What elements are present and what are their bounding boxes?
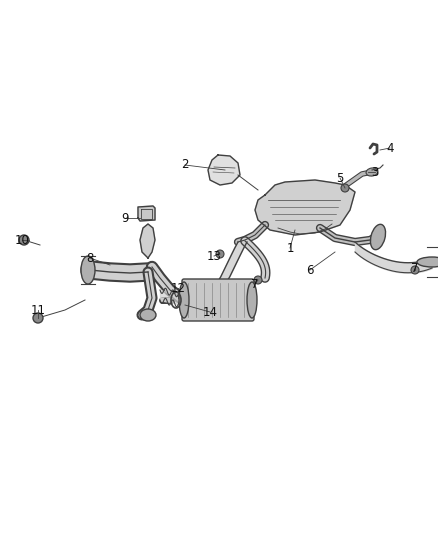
Polygon shape bbox=[140, 224, 155, 258]
Ellipse shape bbox=[81, 256, 95, 284]
Ellipse shape bbox=[341, 184, 349, 192]
Text: 7: 7 bbox=[251, 278, 259, 290]
Ellipse shape bbox=[254, 276, 262, 284]
Text: 6: 6 bbox=[306, 263, 314, 277]
Text: 5: 5 bbox=[336, 172, 344, 184]
Text: 13: 13 bbox=[207, 249, 222, 262]
Ellipse shape bbox=[33, 313, 43, 323]
Text: 9: 9 bbox=[121, 212, 129, 224]
Text: 1: 1 bbox=[286, 241, 294, 254]
Ellipse shape bbox=[417, 257, 438, 267]
Text: 3: 3 bbox=[371, 166, 379, 179]
Ellipse shape bbox=[179, 282, 189, 318]
Text: 4: 4 bbox=[386, 141, 394, 155]
Ellipse shape bbox=[19, 235, 29, 245]
Text: 11: 11 bbox=[31, 303, 46, 317]
Polygon shape bbox=[138, 206, 155, 221]
Polygon shape bbox=[208, 155, 240, 185]
Text: 2: 2 bbox=[181, 158, 189, 172]
Polygon shape bbox=[255, 180, 355, 235]
Ellipse shape bbox=[366, 168, 378, 176]
Ellipse shape bbox=[411, 266, 419, 274]
Ellipse shape bbox=[247, 282, 257, 318]
FancyBboxPatch shape bbox=[182, 279, 254, 321]
Text: 8: 8 bbox=[86, 252, 94, 264]
Text: 10: 10 bbox=[14, 233, 29, 246]
Ellipse shape bbox=[371, 224, 385, 249]
Ellipse shape bbox=[216, 250, 224, 258]
Ellipse shape bbox=[140, 309, 156, 321]
Text: 14: 14 bbox=[202, 305, 218, 319]
Text: 12: 12 bbox=[170, 281, 186, 295]
Text: 7: 7 bbox=[411, 262, 419, 274]
Polygon shape bbox=[215, 242, 247, 285]
